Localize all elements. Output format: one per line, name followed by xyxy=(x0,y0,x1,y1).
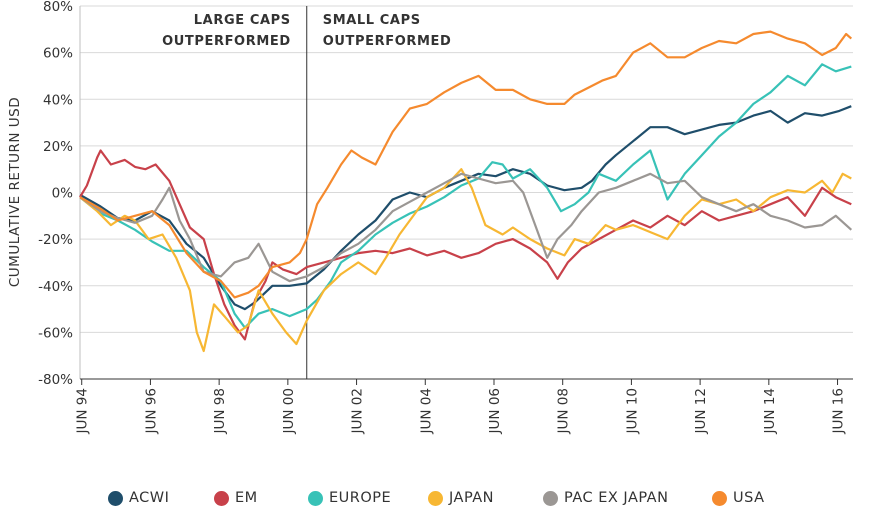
x-tick-label: JUN 96 xyxy=(143,388,159,434)
y-tick-label: 60% xyxy=(43,46,73,62)
legend-item-japan: JAPAN xyxy=(428,486,494,510)
legend-swatch xyxy=(543,490,558,506)
legend: ACWI EM EUROPE JAPAN PAC EX JAPAN USA xyxy=(0,486,870,510)
legend-swatch xyxy=(308,490,323,506)
x-tick-label: JUN 02 xyxy=(350,388,366,434)
x-tick-label: JUN 98 xyxy=(212,388,228,434)
series-line-europe xyxy=(79,63,852,329)
x-tick-label: JUN 94 xyxy=(75,388,91,434)
y-tick-label: 20% xyxy=(43,139,73,155)
series-line-pac-ex-japan xyxy=(79,172,853,283)
y-tick-label: -40% xyxy=(38,279,73,295)
legend-label: EM xyxy=(235,490,258,506)
x-tick-label: JUN 06 xyxy=(487,388,503,434)
legend-item-europe: EUROPE xyxy=(308,486,391,510)
y-tick-label: 40% xyxy=(43,92,73,108)
y-axis-label: CUMULATIVE RETURN USD xyxy=(7,97,23,287)
x-tick-label: JUN 00 xyxy=(281,388,297,434)
legend-label: JAPAN xyxy=(449,490,495,506)
legend-label: PAC EX JAPAN xyxy=(564,490,669,506)
legend-swatch xyxy=(712,490,727,506)
legend-label: EUROPE xyxy=(329,490,392,506)
legend-item-pac-ex-japan: PAC EX JAPAN xyxy=(543,486,668,510)
y-tick-label: -80% xyxy=(38,372,73,388)
x-tick-labels: JUN 94 JUN 96 JUN 98 JUN 00 JUN 02 JUN 04 JUN … xyxy=(75,388,847,434)
annotations: LARGE CAPS OUTPERFORMED SMALL CAPS OUTPERFO… xyxy=(162,13,451,49)
annotation-large-caps: LARGE CAPS OUTPERFORMED xyxy=(162,13,291,49)
legend-item-acwi: ACWI xyxy=(108,486,169,510)
x-tick-label: JUN 08 xyxy=(556,388,572,434)
legend-label: ACWI xyxy=(129,490,170,506)
y-tick-label: 80% xyxy=(43,0,73,15)
x-tick-label: JUN 10 xyxy=(624,388,640,434)
y-tick-label: -60% xyxy=(38,325,73,341)
legend-item-usa: USA xyxy=(712,486,765,510)
y-tick-labels: -80% -60% -40% -20% 0% 20% 40% 60% 80% xyxy=(38,0,73,388)
series-line-acwi xyxy=(79,105,852,311)
x-tick-label: JUN 04 xyxy=(418,388,434,434)
legend-swatch xyxy=(428,490,443,506)
legend-item-em: EM xyxy=(214,486,258,510)
legend-swatch xyxy=(108,490,123,506)
x-tick-label: JUN 14 xyxy=(762,388,778,434)
x-axis xyxy=(80,378,853,385)
series-line-usa xyxy=(79,30,853,299)
x-tick-label: JUN 12 xyxy=(693,388,709,434)
annotation-small-caps: SMALL CAPS OUTPERFORMED xyxy=(323,13,452,49)
series-line-em xyxy=(79,149,852,341)
legend-swatch xyxy=(214,490,229,506)
legend-label: USA xyxy=(733,490,765,506)
y-tick-label: 0% xyxy=(52,186,74,202)
x-tick-label: JUN 16 xyxy=(831,388,847,434)
series-layer xyxy=(79,30,853,353)
y-tick-label: -20% xyxy=(38,232,73,248)
